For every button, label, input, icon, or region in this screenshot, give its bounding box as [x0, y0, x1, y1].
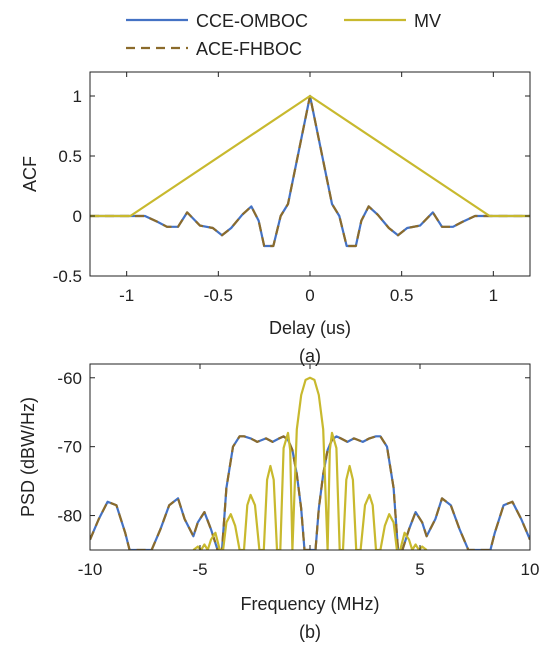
psd-x-tick-label: 10: [521, 560, 540, 579]
psd-x-tick-label: -10: [78, 560, 103, 579]
acf-plot-frame: [89, 71, 531, 277]
acf-x-tick-label: 0: [305, 286, 314, 305]
psd-series-line-mv: [192, 376, 428, 550]
psd-y-tick-label: -80: [57, 507, 82, 526]
acf-x-tick-label: 0.5: [390, 286, 414, 305]
psd-y-tick-label: -60: [57, 369, 82, 388]
psd-x-tick-label: 5: [415, 560, 424, 579]
acf-y-tick-label: 1: [73, 87, 82, 106]
acf-y-tick-label: 0.5: [58, 147, 82, 166]
acf-panel: -1 -0.5 0 0.5 1 -0.5 0 0.5 1 Delay (us) ACF (a): [20, 71, 531, 366]
legend-label-mv: MV: [414, 11, 441, 31]
psd-panel-caption: (b): [299, 622, 321, 642]
psd-x-tick-label: -5: [192, 560, 207, 579]
acf-y-axis-label: ACF: [20, 156, 40, 192]
psd-y-axis-label: PSD (dBW/Hz): [18, 397, 38, 517]
acf-series-line-ace-fhboc: [90, 94, 530, 248]
psd-y-tick-label: -70: [57, 438, 82, 457]
acf-y-tick-label: -0.5: [53, 267, 82, 286]
acf-series-line-mv: [90, 94, 530, 218]
psd-panel: -10 -5 0 5 10 -80 -70 -60 Frequency (MHz) PSD (…: [18, 363, 539, 642]
acf-x-tick-label: -1: [119, 286, 134, 305]
psd-series-line-ace-fhboc: [90, 435, 530, 550]
psd-plot-frame: [89, 363, 531, 551]
psd-x-axis-label: Frequency (MHz): [240, 594, 379, 614]
acf-y-tick-label: 0: [73, 207, 82, 226]
psd-x-tick-label: 0: [305, 560, 314, 579]
legend-label-ace-fhboc: ACE-FHBOC: [196, 39, 302, 59]
acf-series-group: [90, 94, 530, 248]
acf-panel-caption: (a): [299, 346, 321, 366]
acf-x-tick-label: -0.5: [204, 286, 233, 305]
acf-x-axis-label: Delay (us): [269, 318, 351, 338]
acf-series-line-cce-omboc: [90, 94, 530, 248]
legend-label-cce-omboc: CCE-OMBOC: [196, 11, 308, 31]
psd-series-group: [90, 376, 530, 550]
acf-x-tick-label: 1: [489, 286, 498, 305]
acf-ticks: -1 -0.5 0 0.5 1 -0.5 0 0.5 1: [53, 72, 530, 305]
legend: CCE-OMBOC MV ACE-FHBOC: [126, 11, 441, 59]
psd-ticks: -10 -5 0 5 10 -80 -70 -60: [57, 364, 539, 579]
psd-series-line-cce-omboc: [90, 435, 530, 550]
